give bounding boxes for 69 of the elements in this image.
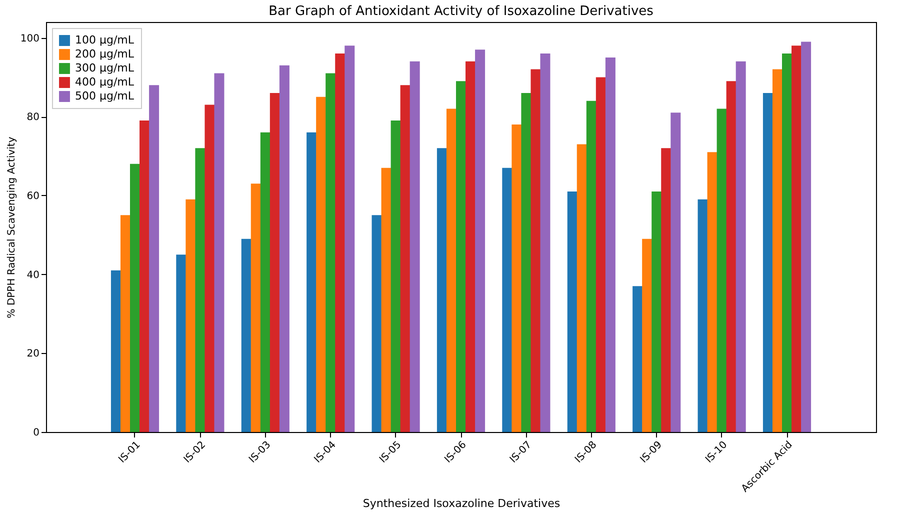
bar [335, 54, 346, 432]
y-tick-label: 20 [26, 348, 40, 360]
y-axis-title: % DPPH Radical Scavenging Activity [6, 136, 18, 318]
bar [642, 238, 652, 432]
bar [326, 73, 336, 432]
bar [410, 61, 420, 432]
bar [792, 46, 802, 432]
bar [567, 192, 578, 432]
legend-label: 100 µg/mL [75, 34, 135, 46]
legend-label: 500 µg/mL [75, 90, 135, 102]
bar [652, 192, 662, 432]
bar [772, 69, 782, 432]
bar [140, 120, 150, 432]
bar [316, 96, 326, 432]
chart-title: Bar Graph of Antioxidant Activity of Isoxazoline Derivatives [268, 4, 654, 19]
bar [436, 148, 447, 432]
bar [670, 112, 681, 432]
bar [596, 77, 606, 432]
bar [521, 92, 532, 432]
bar [466, 61, 476, 432]
bar [530, 69, 541, 432]
bar [279, 65, 290, 432]
bar [605, 57, 616, 432]
legend-label: 300 µg/mL [75, 62, 135, 74]
bar [241, 238, 252, 432]
bar [176, 254, 186, 432]
bar [801, 42, 812, 432]
bar [306, 132, 317, 432]
bar [736, 61, 746, 432]
bar [390, 120, 401, 432]
bar [250, 184, 261, 432]
bar [344, 46, 355, 432]
y-tick-label: 40 [26, 270, 40, 281]
bar [110, 270, 121, 432]
bar [716, 108, 727, 432]
bar [782, 54, 792, 432]
bar [707, 152, 718, 432]
bar [186, 199, 196, 432]
bar [632, 286, 643, 432]
bar [456, 81, 466, 432]
bar [698, 199, 708, 432]
bar [120, 215, 130, 432]
bar [502, 168, 512, 432]
bar [260, 132, 270, 432]
bar [475, 50, 486, 432]
bar [661, 148, 672, 432]
bar [762, 92, 773, 432]
bar [400, 85, 410, 432]
legend-label: 200 µg/mL [75, 48, 135, 60]
legend-label: 400 µg/mL [75, 76, 135, 88]
bar [726, 81, 736, 432]
bar [204, 104, 215, 432]
bar [576, 144, 587, 432]
y-tick-label: 0 [33, 428, 40, 438]
bar [372, 215, 382, 432]
bar [270, 92, 280, 432]
y-tick-label: 60 [26, 190, 40, 202]
bar [149, 85, 160, 432]
bar [195, 148, 206, 432]
bar [214, 73, 224, 432]
y-tick-label: 80 [26, 112, 40, 124]
y-tick-label: 100 [20, 33, 40, 44]
bar [512, 124, 522, 432]
bar [586, 100, 596, 432]
bar [446, 108, 456, 432]
bar [130, 164, 140, 432]
x-axis-title: Synthesized Isoxazoline Derivatives [362, 496, 560, 510]
bar [381, 168, 392, 432]
bar [540, 54, 550, 432]
